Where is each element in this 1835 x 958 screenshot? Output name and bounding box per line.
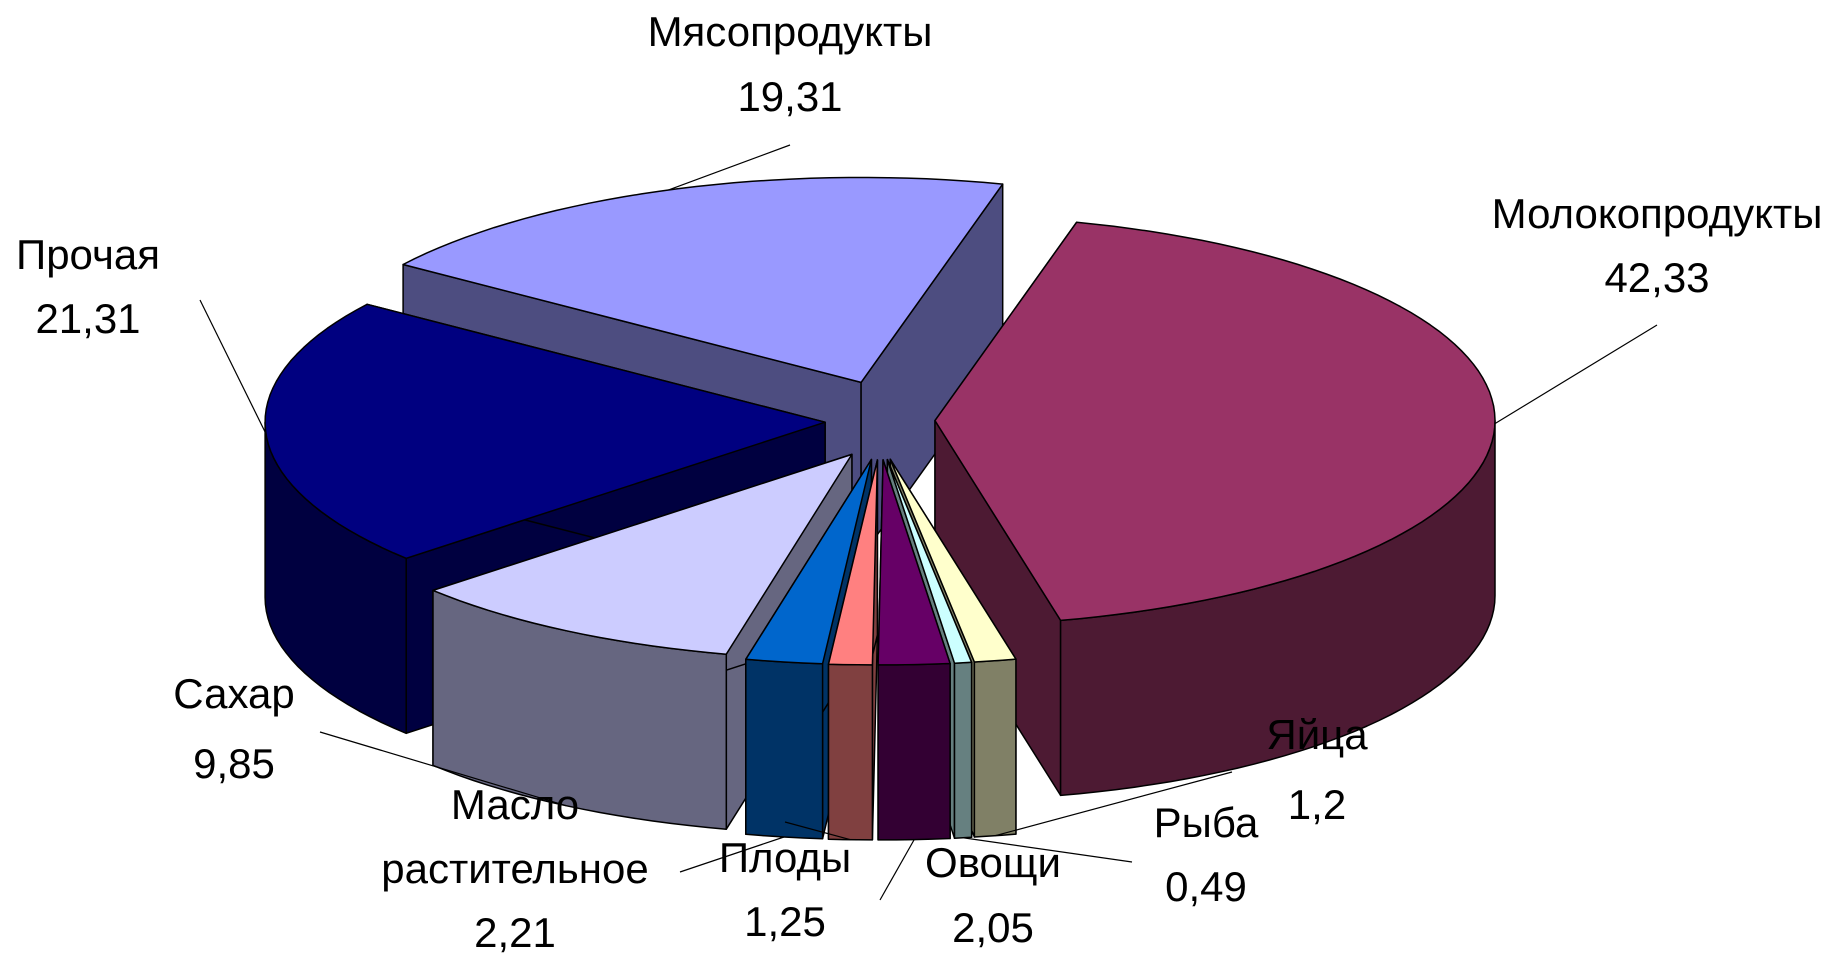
leader-line (784, 821, 851, 841)
category-label: Мясопродукты (648, 8, 933, 55)
leader-line (962, 837, 1133, 863)
category-line: Масло (451, 781, 579, 828)
category-line: Сахар (173, 670, 294, 717)
slice (877, 459, 951, 666)
category-line: Молокопродукты (1492, 190, 1823, 237)
value-label: 1,2 (1288, 781, 1346, 828)
slice-wall (953, 661, 973, 839)
value-label: 9,85 (193, 740, 275, 787)
value-label: 19,31 (737, 73, 842, 120)
value-label: 21,31 (35, 295, 140, 342)
leader-line (679, 836, 785, 873)
slice-wall (877, 662, 951, 841)
category-line: Мясопродукты (648, 8, 933, 55)
slice-wall (827, 663, 874, 841)
leader-line (668, 144, 791, 191)
leader-line (199, 299, 267, 435)
category-label: Овощи (925, 839, 1061, 886)
category-label: Прочая (16, 231, 160, 278)
value-label: 0,49 (1165, 863, 1247, 910)
slice (827, 459, 879, 666)
category-label: Сахар (173, 670, 294, 717)
category-line: Плоды (719, 834, 851, 881)
slice (889, 458, 1017, 663)
category-line: Яйца (1266, 711, 1368, 758)
value-label: 2,05 (952, 904, 1034, 951)
slice (745, 458, 873, 665)
slice (886, 458, 973, 664)
leader-line (879, 839, 915, 901)
slice (432, 453, 853, 655)
category-line: Прочая (16, 231, 160, 278)
slice-wall (745, 658, 824, 840)
leader-line (1494, 324, 1658, 425)
category-line: Рыба (1154, 799, 1259, 846)
value-label: 42,33 (1604, 254, 1709, 301)
category-label: Яйца (1266, 711, 1368, 758)
slice-wall (973, 658, 1017, 838)
category-line: растительное (381, 845, 648, 892)
leader-line (995, 771, 1233, 837)
category-line: Овощи (925, 839, 1061, 886)
category-label: Масло растительное (381, 781, 648, 892)
category-label: Молокопродукты (1492, 190, 1823, 237)
slice (264, 303, 826, 560)
leader-line (319, 731, 567, 807)
value-label: 2,21 (474, 909, 556, 956)
category-label: Плоды (719, 834, 851, 881)
category-label: Рыба (1154, 799, 1259, 846)
slice (934, 221, 1496, 622)
value-label: 1,25 (744, 898, 826, 945)
